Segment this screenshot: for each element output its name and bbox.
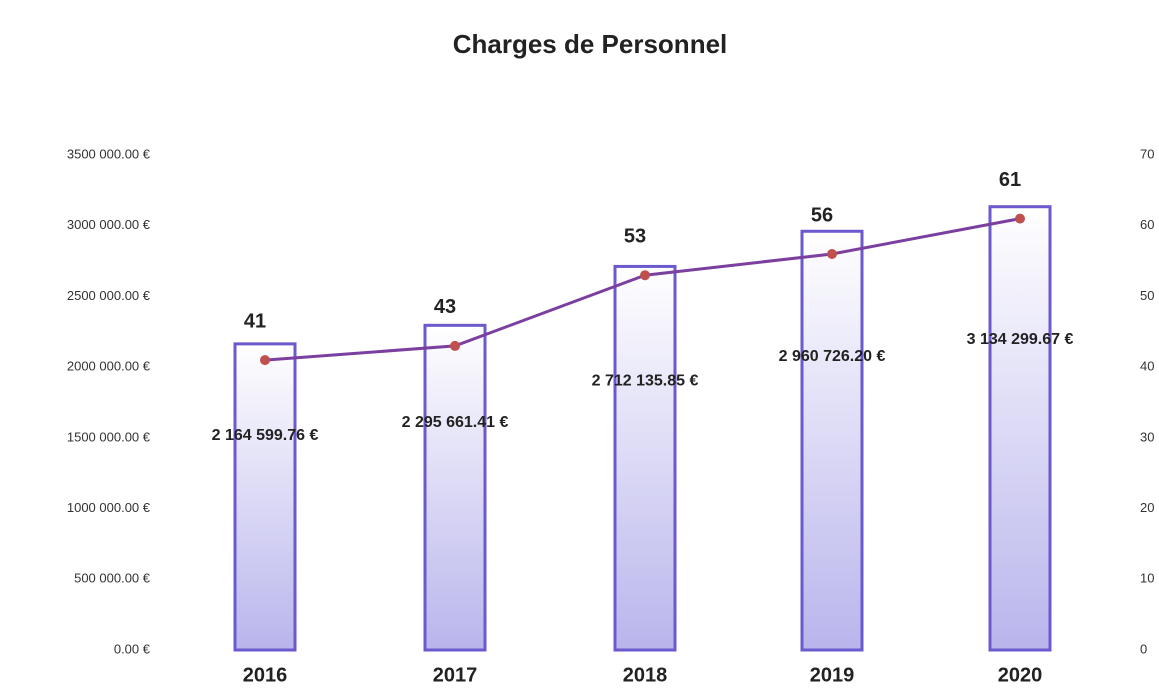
y-tick-label: 500 000.00 € <box>74 571 151 586</box>
y2-tick-label: 10 <box>1140 571 1154 586</box>
bar-value-label: 2 295 661.41 € <box>402 414 509 431</box>
x-tick-label: 2019 <box>810 664 855 686</box>
bar <box>423 323 487 652</box>
bar-value-label: 2 960 726.20 € <box>779 348 886 365</box>
y2-tick-label: 60 <box>1140 217 1154 232</box>
chart-title: Charges de Personnel <box>453 29 728 59</box>
y-tick-label: 3000 000.00 € <box>67 217 151 232</box>
x-tick-label: 2017 <box>433 664 478 686</box>
bar <box>613 264 677 652</box>
bar-value-label: 2 712 135.85 € <box>592 373 699 390</box>
line-marker <box>260 355 270 366</box>
line-value-label: 61 <box>999 169 1021 191</box>
x-tick-label: 2020 <box>998 664 1043 686</box>
line-marker <box>640 270 650 281</box>
y-tick-label: 0.00 € <box>114 641 151 656</box>
bar <box>233 342 297 652</box>
y2-tick-label: 40 <box>1140 359 1154 374</box>
y2-tick-label: 20 <box>1140 500 1154 515</box>
line-value-label: 53 <box>624 225 646 247</box>
line-value-label: 41 <box>244 310 266 332</box>
y2-tick-label: 70 <box>1140 146 1154 161</box>
bar <box>800 229 864 652</box>
line-marker <box>1015 213 1025 224</box>
y2-tick-label: 0 <box>1140 641 1147 656</box>
y-tick-label: 3500 000.00 € <box>67 146 151 161</box>
x-tick-label: 2016 <box>243 664 288 686</box>
bar-value-label: 3 134 299.67 € <box>967 331 1074 348</box>
x-tick-label: 2018 <box>623 664 668 686</box>
y2-tick-label: 30 <box>1140 429 1154 444</box>
line-marker <box>450 340 460 351</box>
bar <box>988 205 1052 652</box>
bar-value-label: 2 164 599.76 € <box>212 427 319 444</box>
y2-tick-label: 50 <box>1140 288 1154 303</box>
line-marker <box>827 249 837 259</box>
line-value-label: 43 <box>434 296 456 318</box>
y-tick-label: 1000 000.00 € <box>67 500 151 515</box>
y-tick-label: 2000 000.00 € <box>67 359 151 374</box>
y-tick-label: 2500 000.00 € <box>67 288 151 303</box>
y-tick-label: 1500 000.00 € <box>67 429 151 444</box>
line-value-label: 56 <box>811 204 833 226</box>
